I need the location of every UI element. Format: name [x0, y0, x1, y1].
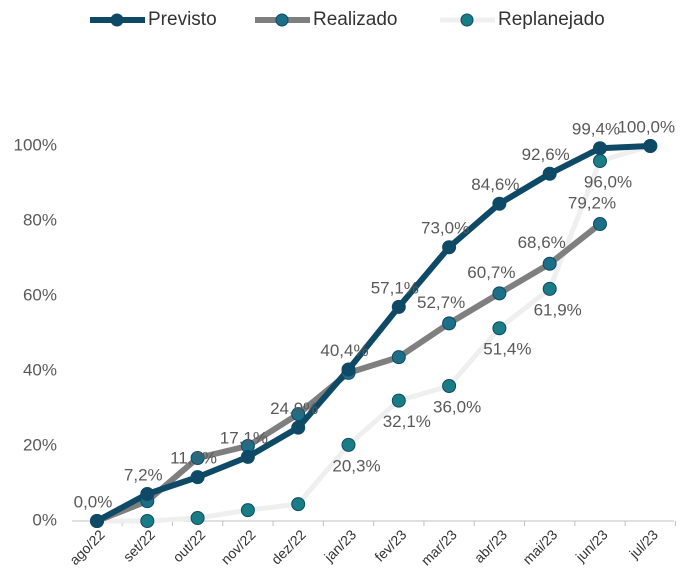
y-tick-label: 20% [23, 435, 57, 454]
marker [643, 139, 658, 153]
marker [492, 196, 507, 211]
data-label: 11,7% [170, 449, 217, 468]
x-tick-label: set/22 [120, 526, 158, 564]
y-tick-label: 60% [23, 285, 57, 304]
marker [391, 350, 406, 365]
data-label: 61,9% [534, 300, 582, 319]
marker [190, 470, 205, 485]
x-tick-label: jan/23 [320, 526, 359, 565]
marker [593, 141, 607, 156]
data-label: 84,6% [471, 175, 519, 194]
data-label: 51,4% [483, 340, 531, 359]
data-label: 79,2% [568, 193, 616, 212]
x-tick-label: fev/23 [371, 526, 409, 564]
data-label: 0,0% [74, 492, 113, 511]
marker [341, 437, 356, 452]
marker [542, 166, 557, 181]
marker [291, 497, 306, 512]
y-tick-label: 0% [32, 510, 57, 529]
series-line [97, 143, 652, 524]
marker [240, 503, 255, 518]
legend-marker [275, 13, 289, 27]
marker [190, 511, 205, 525]
y-tick-label: 100% [14, 135, 57, 154]
marker [391, 299, 406, 314]
data-label: 92,6% [522, 145, 570, 164]
marker [240, 449, 255, 464]
data-label: 24,9% [270, 399, 318, 418]
marker [542, 256, 557, 271]
legend-label: Replanejado [498, 9, 605, 30]
x-tick-label: nov/22 [218, 526, 259, 567]
marker [492, 286, 507, 301]
data-label: 40,4% [320, 341, 368, 360]
data-label: 57,1% [371, 278, 419, 297]
x-tick-label: jun/23 [572, 526, 611, 565]
x-tick-label: mar/23 [418, 526, 460, 568]
marker [90, 514, 104, 528]
x-tick-label: ago/22 [66, 526, 108, 568]
marker [442, 240, 457, 255]
marker [140, 514, 155, 528]
marker [442, 316, 457, 331]
data-label: 52,7% [417, 293, 465, 312]
x-tick-label: jul/23 [625, 526, 661, 562]
marker [190, 451, 205, 465]
marker [593, 217, 607, 231]
data-label: 7,2% [124, 465, 163, 484]
legend-label: Realizado [313, 9, 398, 30]
x-tick-label: abr/23 [471, 526, 511, 566]
data-label: 68,6% [518, 233, 566, 252]
legend-marker [110, 13, 124, 27]
data-label: 100,0% [617, 117, 675, 136]
marker [442, 379, 457, 393]
marker [341, 362, 356, 377]
x-tick-label: dez/22 [268, 526, 309, 567]
legend-marker [460, 13, 474, 27]
marker [140, 487, 155, 501]
marker [492, 321, 507, 336]
data-label: 17,1% [220, 428, 268, 447]
x-tick-label: mai/23 [519, 526, 560, 567]
series-line [95, 143, 651, 524]
y-tick-label: 40% [23, 360, 57, 379]
data-label: 73,0% [421, 219, 469, 238]
marker [391, 393, 406, 408]
data-label: 20,3% [332, 456, 380, 475]
marker [291, 420, 306, 435]
y-tick-label: 80% [23, 210, 57, 229]
marker [542, 281, 557, 296]
data-label: 36,0% [433, 397, 481, 416]
legend-label: Previsto [148, 9, 217, 30]
data-label: 32,1% [383, 412, 431, 431]
x-tick-label: out/22 [169, 526, 208, 565]
marker [593, 154, 607, 168]
data-label: 60,7% [467, 263, 515, 282]
data-label: 96,0% [584, 172, 632, 191]
data-label: 99,4% [572, 120, 620, 139]
